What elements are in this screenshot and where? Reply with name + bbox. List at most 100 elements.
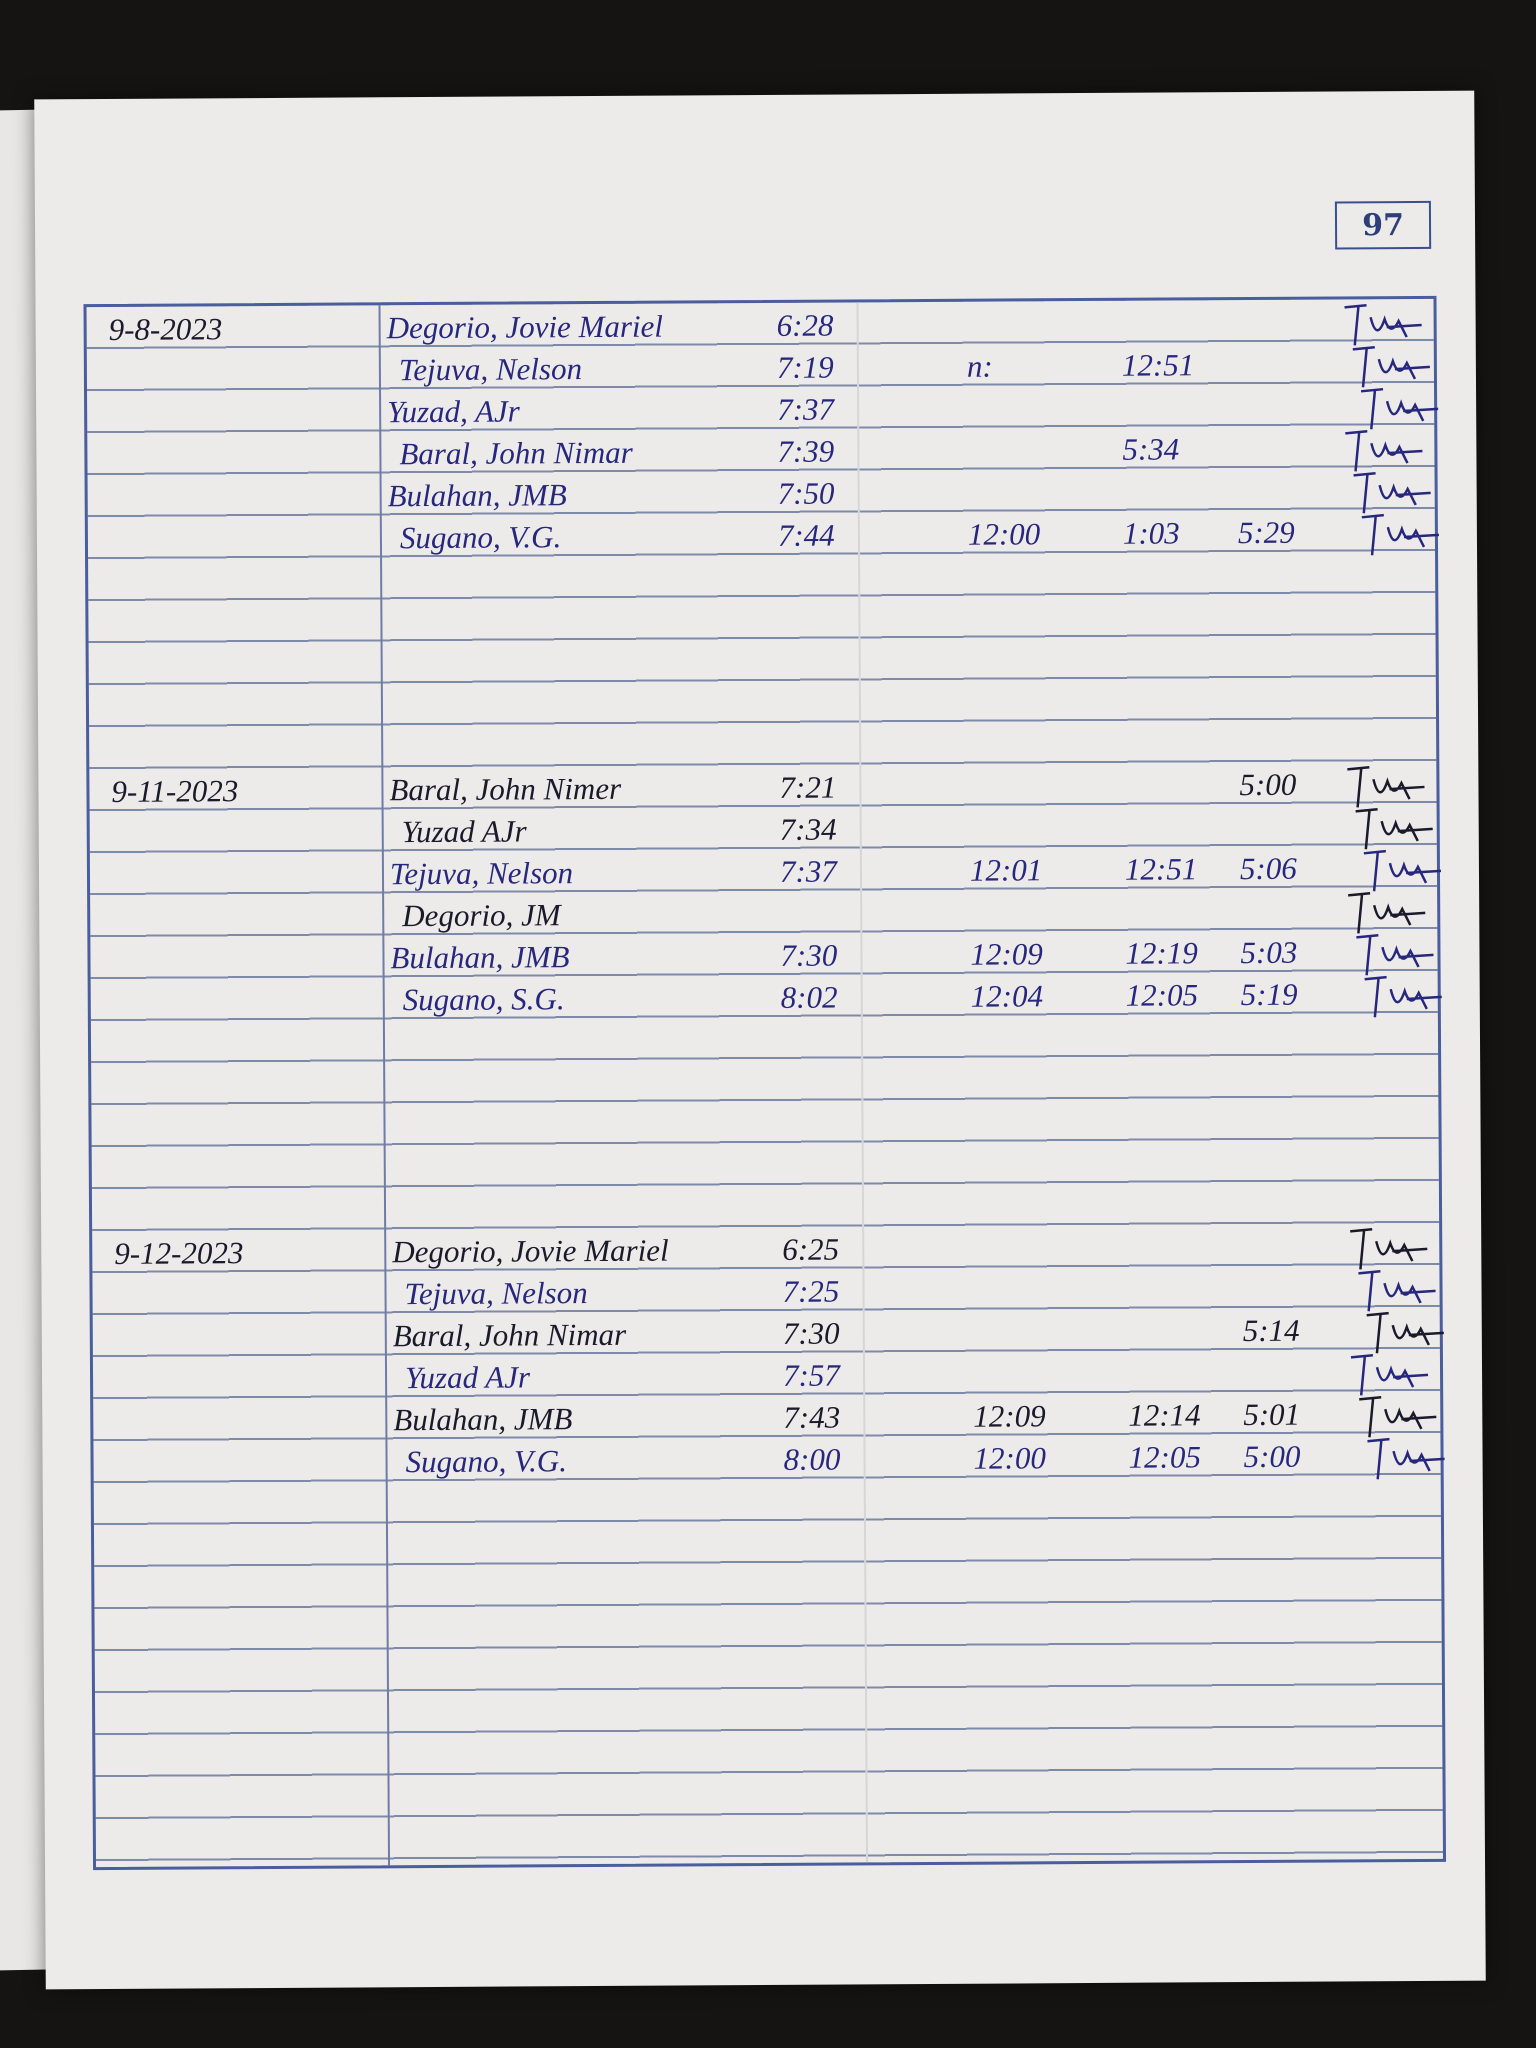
signature	[1356, 933, 1434, 976]
employee-name: Tejuva, Nelson	[398, 351, 583, 388]
signature-stroke	[1366, 1311, 1444, 1354]
time-in-time: 7:39	[777, 433, 835, 469]
employee-name: Yuzad AJr	[404, 1359, 531, 1396]
employee-name: Sugano, V.G.	[405, 1443, 568, 1480]
employee-name: Bulahan, JMB	[390, 939, 570, 976]
employee-name: Baral, John Nimar	[392, 1316, 627, 1354]
time-in-time: 7:44	[777, 517, 835, 553]
signature-stroke	[1347, 766, 1425, 808]
signature	[1347, 766, 1425, 808]
employee-name: Tejuva, Nelson	[389, 855, 574, 892]
lunch-in-time: 12:51	[1121, 347, 1195, 383]
time-out-time: 5:01	[1243, 1396, 1301, 1433]
signature-stroke	[1360, 387, 1439, 430]
signature	[1353, 471, 1431, 514]
signature	[1344, 304, 1422, 346]
lunch-in-time: 5:34	[1122, 431, 1180, 467]
employee-name: Baral, John Nimar	[399, 434, 633, 472]
signature-stroke	[1350, 1354, 1429, 1396]
signature-stroke	[1355, 807, 1433, 850]
signature	[1345, 430, 1423, 472]
lunch-out-time: 12:00	[973, 1440, 1046, 1476]
time-in-time: 6:28	[776, 307, 834, 343]
time-in-time: 6:25	[782, 1231, 840, 1267]
time-in-time: 7:34	[779, 811, 837, 847]
signature-stroke	[1358, 1269, 1436, 1312]
lunch-out-time: 12:04	[970, 978, 1044, 1014]
employee-name: Bulahan, JMB	[387, 477, 567, 514]
signature-stroke	[1363, 849, 1442, 892]
signature	[1348, 892, 1426, 934]
signature	[1363, 849, 1442, 892]
date-column-divider	[378, 305, 391, 1866]
lunch-in-time: 12:05	[1125, 977, 1199, 1013]
signature-stroke	[1345, 430, 1423, 472]
lunch-out-time: 12:01	[969, 852, 1043, 888]
time-in-time: 8:00	[783, 1441, 841, 1477]
time-in-time: 8:02	[780, 979, 838, 1015]
employee-name: Tejuva, Nelson	[404, 1275, 588, 1312]
time-in-time: 7:43	[783, 1399, 841, 1435]
lunch-out-time: n:	[966, 348, 993, 384]
attendance-table: 9-8-2023 Degorio, Jovie Mariel 6:28 Tejuva,…	[83, 295, 1447, 1871]
lunch-in-time: 12:14	[1128, 1397, 1201, 1433]
time-in-time: 7:19	[776, 349, 834, 385]
signature	[1350, 1228, 1428, 1270]
time-out-time: 5:29	[1237, 514, 1295, 551]
time-in-time: 7:21	[779, 769, 837, 805]
signature-stroke	[1344, 304, 1422, 346]
signature	[1367, 1437, 1445, 1480]
time-out-time: 5:19	[1240, 976, 1298, 1013]
signature-stroke	[1367, 1437, 1445, 1480]
time-out-time: 5:00	[1243, 1438, 1301, 1475]
time-in-time: 7:57	[782, 1357, 840, 1393]
signature	[1350, 1354, 1429, 1396]
entry-date: 9-12-2023	[114, 1235, 244, 1271]
signature-stroke	[1352, 345, 1430, 388]
entry-date: 9-11-2023	[111, 773, 239, 809]
page-number: 97	[1334, 200, 1432, 250]
lunch-in-time: 12:51	[1124, 851, 1198, 887]
entry-date: 9-8-2023	[108, 311, 223, 347]
time-in-time: 7:50	[777, 475, 835, 511]
signature	[1360, 387, 1439, 430]
signature-stroke	[1350, 1228, 1428, 1270]
signature-stroke	[1359, 1395, 1437, 1438]
employee-name: Yuzad AJr	[401, 813, 527, 850]
signature	[1366, 1311, 1444, 1354]
lunch-out-time: 12:09	[973, 1398, 1046, 1434]
signature	[1358, 1269, 1436, 1312]
signature	[1352, 345, 1430, 388]
time-in-time: 7:30	[780, 937, 838, 973]
signature-stroke	[1356, 933, 1434, 976]
time-out-time: 5:00	[1239, 766, 1297, 803]
employee-name: Degorio, JM	[402, 897, 561, 934]
faint-column-divider	[856, 302, 869, 1863]
employee-name: Yuzad, AJr	[387, 393, 520, 430]
signature-stroke	[1361, 513, 1440, 556]
time-out-time: 5:14	[1242, 1312, 1300, 1349]
signature-stroke	[1353, 471, 1431, 514]
employee-name: Sugano, S.G.	[402, 981, 565, 1018]
time-in-time: 7:25	[782, 1273, 840, 1309]
signature-stroke	[1364, 975, 1442, 1018]
signature	[1364, 975, 1442, 1018]
lunch-out-time: 12:00	[967, 516, 1041, 552]
signature	[1359, 1395, 1437, 1438]
signature	[1355, 807, 1433, 850]
time-in-time: 7:37	[777, 391, 835, 427]
lunch-in-time: 12:19	[1125, 935, 1198, 971]
employee-name: Degorio, Jovie Mariel	[386, 308, 664, 346]
employee-name: Bulahan, JMB	[393, 1401, 573, 1438]
lunch-in-time: 1:03	[1122, 515, 1180, 551]
employee-name: Degorio, Jovie Mariel	[392, 1232, 669, 1270]
lunch-out-time: 12:09	[970, 936, 1043, 972]
employee-name: Sugano, V.G.	[399, 519, 562, 556]
logbook-page: 97 9-8-2023 Degorio, Jovie Mariel 6:28 Teju…	[34, 90, 1486, 1990]
time-in-time: 7:37	[779, 853, 837, 889]
signature	[1361, 513, 1440, 556]
lunch-in-time: 12:05	[1128, 1439, 1201, 1475]
time-out-time: 5:03	[1240, 934, 1298, 971]
signature-stroke	[1348, 892, 1426, 934]
time-out-time: 5:06	[1239, 850, 1297, 887]
